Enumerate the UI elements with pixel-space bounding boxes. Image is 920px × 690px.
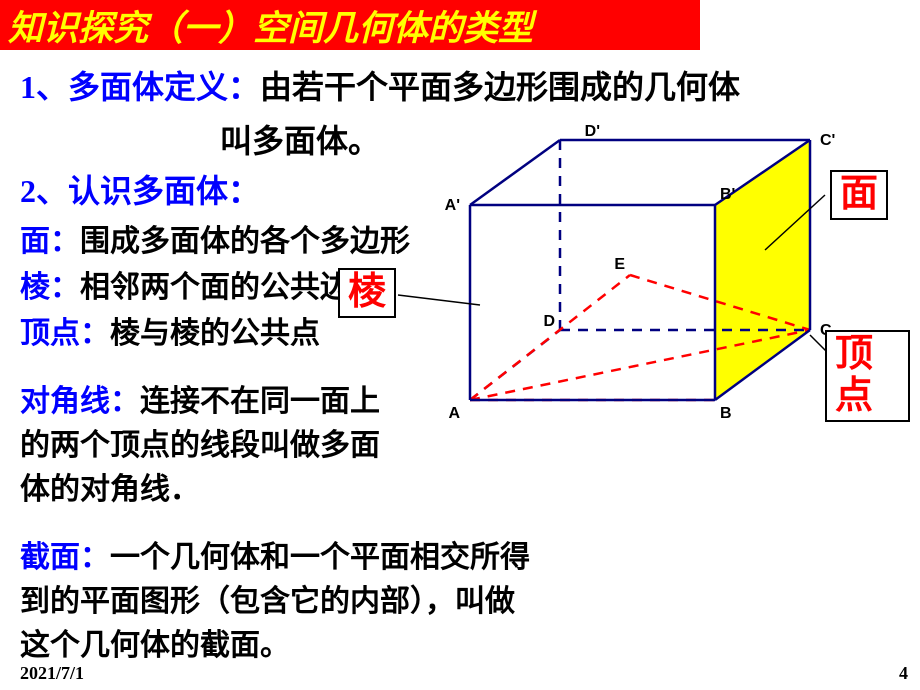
def-vertex-text: 棱与棱的公共点 bbox=[110, 317, 320, 350]
def1-text: 由若干个平面多边形围成的几何体 bbox=[260, 69, 740, 105]
title-bar: 知识探究（一）空间几何体的类型 bbox=[0, 0, 700, 50]
svg-text:D: D bbox=[543, 313, 555, 330]
section-text-2: 到的平面图形（包含它的内部），叫做 bbox=[20, 585, 515, 618]
svg-text:E: E bbox=[614, 256, 625, 273]
title-text: 知识探究（一）空间几何体的类型 bbox=[8, 0, 533, 51]
section-label: 截面： bbox=[20, 541, 110, 574]
svg-text:A: A bbox=[448, 405, 460, 422]
svg-text:B': B' bbox=[720, 186, 735, 203]
diagonal-text-1: 连接不在同一面上 bbox=[140, 385, 380, 418]
cube-diagram: ABCDA'B'C'D'E 棱 面 顶点 bbox=[430, 120, 910, 450]
svg-text:B: B bbox=[720, 405, 732, 422]
definition-line-1: 1、多面体定义：由若干个平面多边形围成的几何体 bbox=[20, 62, 900, 108]
svg-text:A': A' bbox=[445, 197, 460, 214]
footer-page: 4 bbox=[899, 663, 908, 684]
section-block: 截面：一个几何体和一个平面相交所得 到的平面图形（包含它的内部），叫做 这个几何… bbox=[20, 532, 900, 664]
footer-date: 2021/7/1 bbox=[20, 663, 84, 684]
def-face-text: 围成多面体的各个多边形 bbox=[80, 225, 410, 258]
def-edge-text: 相邻两个面的公共边 bbox=[80, 271, 350, 304]
def-face-label: 面： bbox=[20, 225, 80, 258]
footer: 2021/7/1 4 bbox=[20, 663, 908, 684]
svg-text:C': C' bbox=[820, 132, 835, 149]
section-text-1: 一个几何体和一个平面相交所得 bbox=[110, 541, 530, 574]
diagonal-label: 对角线： bbox=[20, 385, 140, 418]
def-edge-label: 棱： bbox=[20, 271, 80, 304]
svg-text:D': D' bbox=[585, 123, 600, 140]
def1-label: 1、多面体定义： bbox=[20, 69, 260, 105]
callout-edge: 棱 bbox=[338, 268, 396, 318]
diagonal-text-2: 的两个顶点的线段叫做多面 bbox=[20, 429, 380, 462]
def-vertex-label: 顶点： bbox=[20, 317, 110, 350]
callout-face: 面 bbox=[830, 170, 888, 220]
diagonal-text-3: 体的对角线． bbox=[20, 473, 200, 506]
section-text-3: 这个几何体的截面。 bbox=[20, 629, 290, 662]
callout-vertex: 顶点 bbox=[825, 330, 910, 422]
